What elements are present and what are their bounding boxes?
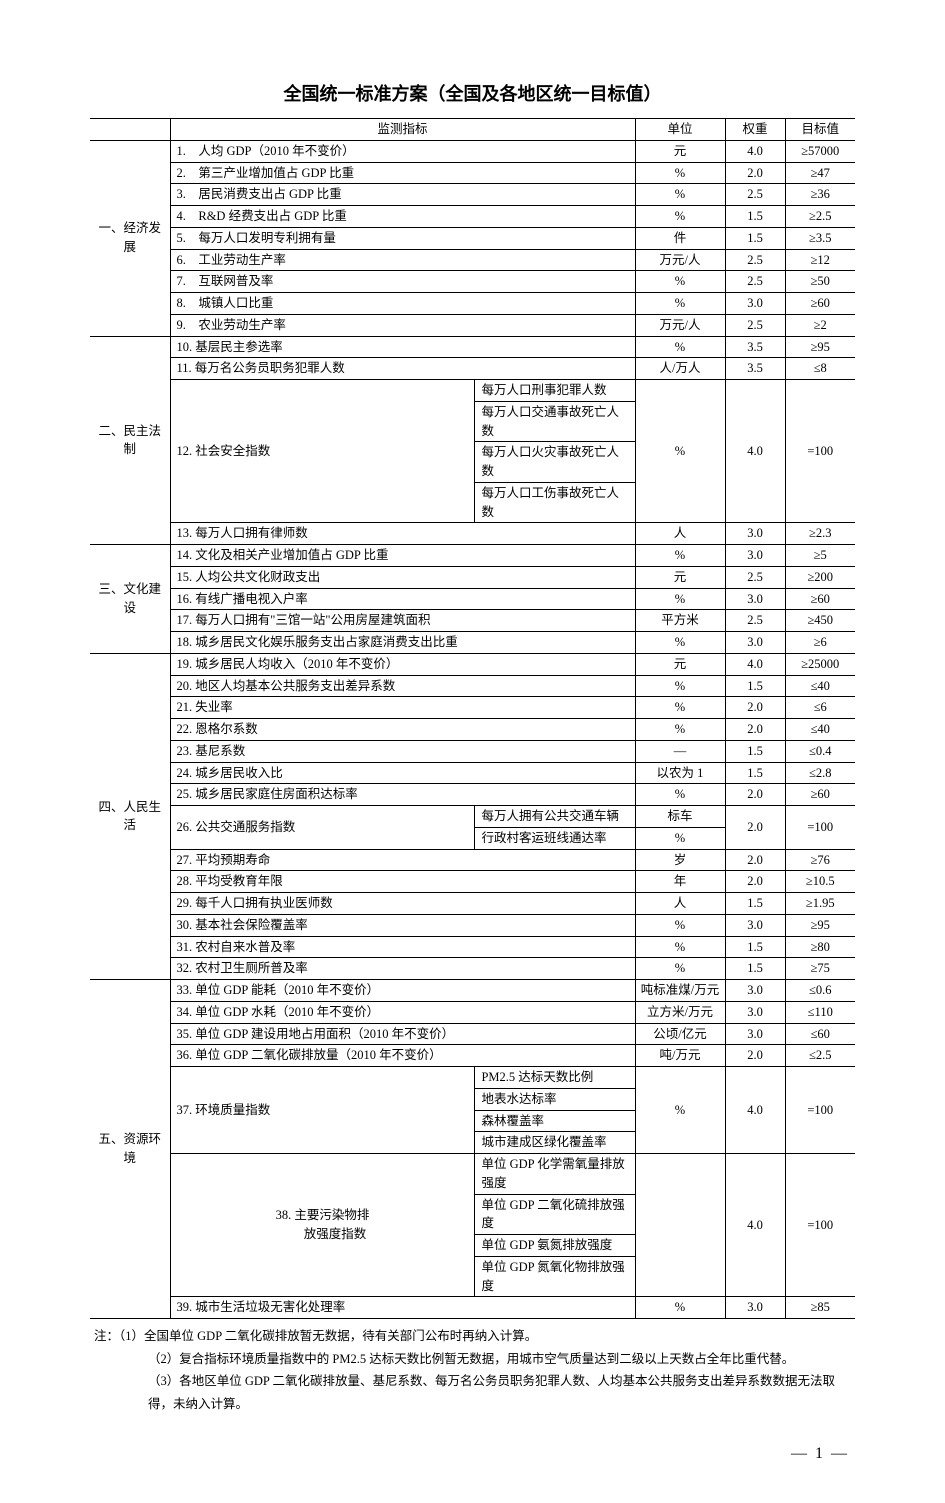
category-a: 一、经济发展 bbox=[90, 140, 170, 336]
standard-table: 监测指标 单位 权重 目标值 一、经济发展 1. 人均 GDP（2010 年不变… bbox=[90, 118, 855, 1319]
table-row: 30. 基本社会保险覆盖率%3.0≥95 bbox=[90, 914, 855, 936]
table-row: 18. 城乡居民文化娱乐服务支出占家庭消费支出比重%3.0≥6 bbox=[90, 632, 855, 654]
table-row: 13. 每万人口拥有律师数人3.0≥2.3 bbox=[90, 523, 855, 545]
table-row: 16. 有线广播电视入户率%3.0≥60 bbox=[90, 588, 855, 610]
table-row: 12. 社会安全指数 每万人口刑事犯罪人数 % 4.0 =100 bbox=[90, 380, 855, 402]
category-e: 五、资源环境 bbox=[90, 980, 170, 1319]
table-row: 7. 互联网普及率%2.5≥50 bbox=[90, 271, 855, 293]
table-row: 39. 城市生活垃圾无害化处理率%3.0≥85 bbox=[90, 1297, 855, 1319]
ind-37: 37. 环境质量指数 bbox=[170, 1067, 475, 1154]
hdr-category bbox=[90, 119, 170, 141]
table-row: 32. 农村卫生厕所普及率%1.5≥75 bbox=[90, 958, 855, 980]
table-row: 35. 单位 GDP 建设用地占用面积（2010 年不变价）公顷/亿元3.0≤6… bbox=[90, 1023, 855, 1045]
category-b: 二、民主法制 bbox=[90, 336, 170, 545]
table-row: 17. 每万人口拥有"三馆一站"公用房屋建筑面积平方米2.5≥450 bbox=[90, 610, 855, 632]
category-c: 三、文化建设 bbox=[90, 545, 170, 654]
table-header-row: 监测指标 单位 权重 目标值 bbox=[90, 119, 855, 141]
table-row: 37. 环境质量指数 PM2.5 达标天数比例 % 4.0 =100 bbox=[90, 1067, 855, 1089]
page-title: 全国统一标准方案（全国及各地区统一目标值） bbox=[90, 80, 855, 106]
hdr-target: 目标值 bbox=[785, 119, 855, 141]
table-row: 四、人民生活 19. 城乡居民人均收入（2010 年不变价）元4.0≥25000 bbox=[90, 653, 855, 675]
table-row: 22. 恩格尔系数%2.0≤40 bbox=[90, 719, 855, 741]
table-row: 20. 地区人均基本公共服务支出差异系数%1.5≤40 bbox=[90, 675, 855, 697]
table-row: 26. 公共交通服务指数 每万人拥有公共交通车辆 标车 2.0 =100 bbox=[90, 806, 855, 828]
table-row: 5. 每万人口发明专利拥有量件1.5≥3.5 bbox=[90, 227, 855, 249]
table-row: 11. 每万名公务员职务犯罪人数人/万人3.5≤8 bbox=[90, 358, 855, 380]
table-row: 21. 失业率%2.0≤6 bbox=[90, 697, 855, 719]
table-row: 23. 基尼系数—1.5≤0.4 bbox=[90, 740, 855, 762]
table-row: 31. 农村自来水普及率%1.5≥80 bbox=[90, 936, 855, 958]
table-row: 38. 主要污染物排 放强度指数 单位 GDP 化学需氧量排放强度 4.0 =1… bbox=[90, 1154, 855, 1195]
table-row: 9. 农业劳动生产率万元/人2.5≥2 bbox=[90, 314, 855, 336]
table-row: 五、资源环境 33. 单位 GDP 能耗（2010 年不变价）吨标准煤/万元3.… bbox=[90, 980, 855, 1002]
table-row: 4. R&D 经费支出占 GDP 比重%1.5≥2.5 bbox=[90, 206, 855, 228]
table-row: 27. 平均预期寿命岁2.0≥76 bbox=[90, 849, 855, 871]
ind-1: 1. 人均 GDP（2010 年不变价） bbox=[170, 140, 635, 162]
table-row: 24. 城乡居民收入比以农为 11.5≤2.8 bbox=[90, 762, 855, 784]
table-row: 36. 单位 GDP 二氧化碳排放量（2010 年不变价）吨/万元2.0≤2.5 bbox=[90, 1045, 855, 1067]
table-row: 一、经济发展 1. 人均 GDP（2010 年不变价） 元 4.0 ≥57000 bbox=[90, 140, 855, 162]
table-row: 2. 第三产业增加值占 GDP 比重%2.0≥47 bbox=[90, 162, 855, 184]
table-row: 15. 人均公共文化财政支出元2.5≥200 bbox=[90, 566, 855, 588]
category-d: 四、人民生活 bbox=[90, 653, 170, 979]
table-row: 8. 城镇人口比重%3.0≥60 bbox=[90, 293, 855, 315]
table-row: 29. 每千人口拥有执业医师数人1.5≥1.95 bbox=[90, 893, 855, 915]
footnotes: 注：（1）全国单位 GDP 二氧化碳排放暂无数据，待有关部门公布时再纳入计算。 … bbox=[90, 1325, 855, 1415]
ind-38: 38. 主要污染物排 放强度指数 bbox=[170, 1154, 475, 1297]
hdr-weight: 权重 bbox=[725, 119, 785, 141]
table-row: 6. 工业劳动生产率万元/人2.5≥12 bbox=[90, 249, 855, 271]
table-row: 三、文化建设 14. 文化及相关产业增加值占 GDP 比重%3.0≥5 bbox=[90, 545, 855, 567]
hdr-unit: 单位 bbox=[635, 119, 725, 141]
table-row: 二、民主法制 10. 基层民主参选率 %3.5≥95 bbox=[90, 336, 855, 358]
ind-26: 26. 公共交通服务指数 bbox=[170, 806, 475, 850]
table-row: 28. 平均受教育年限年2.0≥10.5 bbox=[90, 871, 855, 893]
page-number: — 1 — bbox=[90, 1445, 855, 1463]
table-row: 25. 城乡居民家庭住房面积达标率%2.0≥60 bbox=[90, 784, 855, 806]
table-row: 34. 单位 GDP 水耗（2010 年不变价）立方米/万元3.0≤110 bbox=[90, 1001, 855, 1023]
table-row: 3. 居民消费支出占 GDP 比重%2.5≥36 bbox=[90, 184, 855, 206]
hdr-indicator: 监测指标 bbox=[170, 119, 635, 141]
ind-12: 12. 社会安全指数 bbox=[170, 380, 475, 523]
